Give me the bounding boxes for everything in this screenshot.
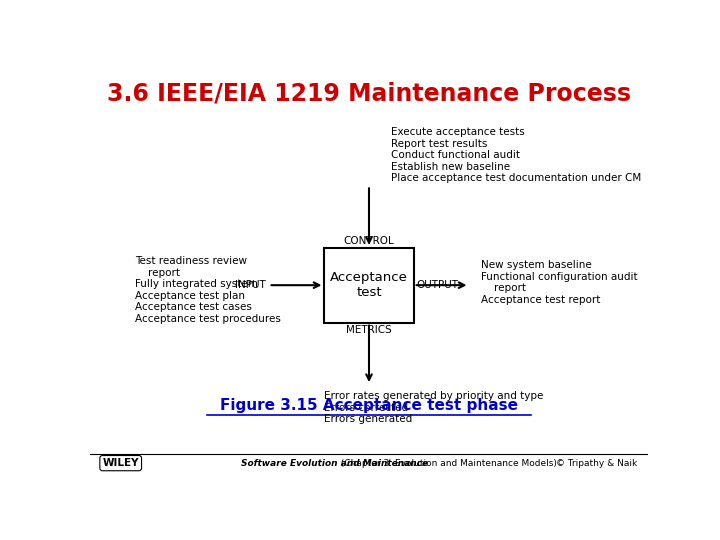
Text: New system baseline
Functional configuration audit
    report
Acceptance test re: New system baseline Functional configura…	[481, 260, 637, 305]
Text: Error rates generated by priority and type
Errors corrected
Errors generated: Error rates generated by priority and ty…	[324, 391, 544, 424]
Text: Acceptance
test: Acceptance test	[330, 271, 408, 299]
Text: Execute acceptance tests
Report test results
Conduct functional audit
Establish : Execute acceptance tests Report test res…	[392, 127, 642, 183]
Text: WILEY: WILEY	[102, 458, 139, 468]
Text: OUTPUT: OUTPUT	[416, 280, 459, 290]
Text: 3.6 IEEE/EIA 1219 Maintenance Process: 3.6 IEEE/EIA 1219 Maintenance Process	[107, 82, 631, 105]
Text: (Chapter 3: Evolution and Maintenance Models): (Chapter 3: Evolution and Maintenance Mo…	[338, 458, 557, 468]
Bar	[324, 248, 413, 322]
Text: © Tripathy & Naik: © Tripathy & Naik	[556, 458, 637, 468]
Text: Software Evolution and Maintenance: Software Evolution and Maintenance	[240, 458, 428, 468]
Text: Test readiness review
    report
Fully integrated system
Acceptance test plan
Ac: Test readiness review report Fully integ…	[135, 256, 281, 324]
Text: Figure 3.15 Acceptance test phase: Figure 3.15 Acceptance test phase	[220, 399, 518, 413]
Text: METRICS: METRICS	[346, 325, 392, 335]
Text: INPUT: INPUT	[235, 280, 266, 290]
Text: CONTROL: CONTROL	[343, 235, 395, 246]
